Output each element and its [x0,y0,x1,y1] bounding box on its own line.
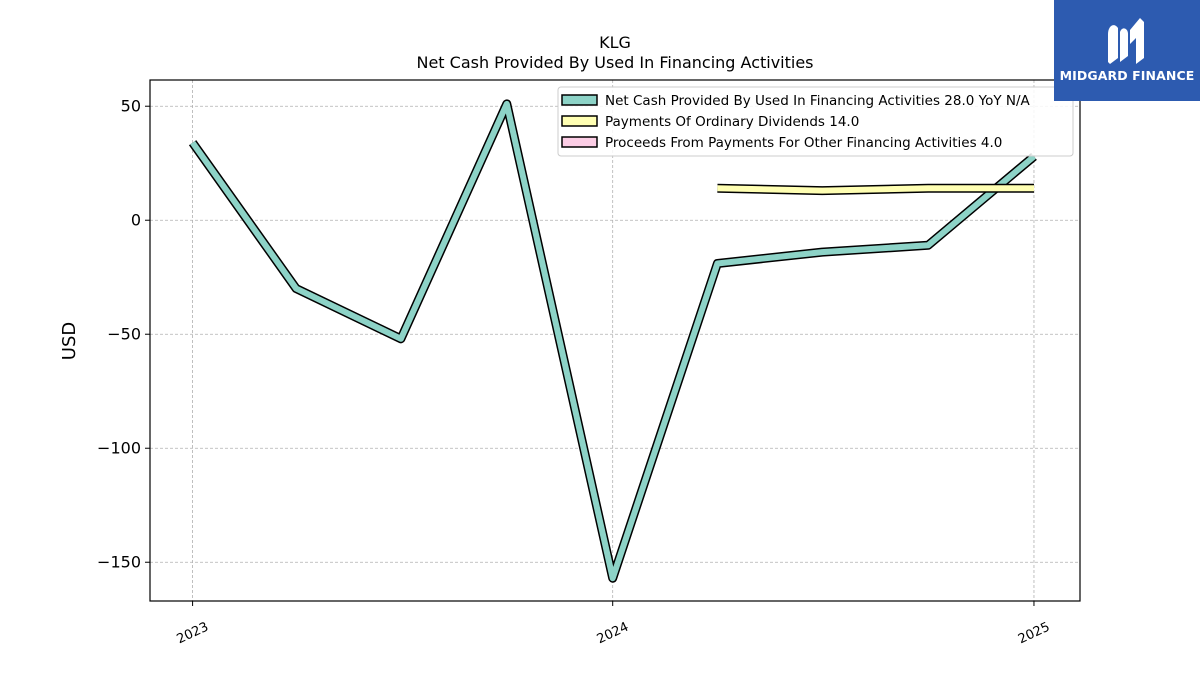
y-axis-label: USD [59,322,80,360]
series-line-outline [188,99,1037,583]
y-tick-label: 50 [121,97,141,116]
series-line-2 [716,183,1035,196]
y-axis: −150 −100 −50 0 50 [97,97,150,572]
y-tick-label: −100 [97,439,141,458]
x-tick-label: 2024 [595,620,631,648]
series-point [295,287,298,290]
series-layer [188,99,1037,583]
legend-label: Net Cash Provided By Used In Financing A… [605,93,1031,109]
brand-name: MIDGARD FINANCE [1059,68,1195,83]
series-point [611,577,614,580]
legend-label: Proceeds From Payments For Other Financi… [605,135,1002,151]
series-point [191,141,194,144]
brand-mark-icon [1108,18,1144,64]
legend-swatch [561,115,598,127]
grid [150,80,1080,601]
series-point [716,187,719,190]
series-point [505,102,508,105]
series-point [927,244,930,247]
series-line-1 [188,99,1037,583]
x-tick-label: 2025 [1016,620,1052,648]
y-tick-label: −150 [97,553,141,572]
plot-frame [149,79,1081,602]
legend-swatch [561,136,598,148]
series-point [821,251,824,254]
series-point [927,187,930,190]
series-point [821,189,824,192]
chart-title-line-1: KLG [599,33,631,52]
chart-title-line-2: Net Cash Provided By Used In Financing A… [416,53,813,72]
series-point [399,337,402,340]
legend-box [557,86,1074,157]
y-tick-label: −50 [107,325,141,344]
x-axis: 2023 2024 2025 [175,601,1052,648]
series-point [1032,187,1035,190]
series-line-stroke [717,185,1034,194]
series-line-stroke [190,100,1036,582]
series-point [716,262,719,265]
x-tick-label: 2023 [175,620,211,648]
legend-swatch [561,94,598,106]
legend-label: Payments Of Ordinary Dividends 14.0 [605,114,859,130]
legend: Net Cash Provided By Used In Financing A… [557,86,1074,157]
y-tick-label: 0 [131,211,141,230]
brand-logo: MIDGARD FINANCE [1054,0,1200,101]
